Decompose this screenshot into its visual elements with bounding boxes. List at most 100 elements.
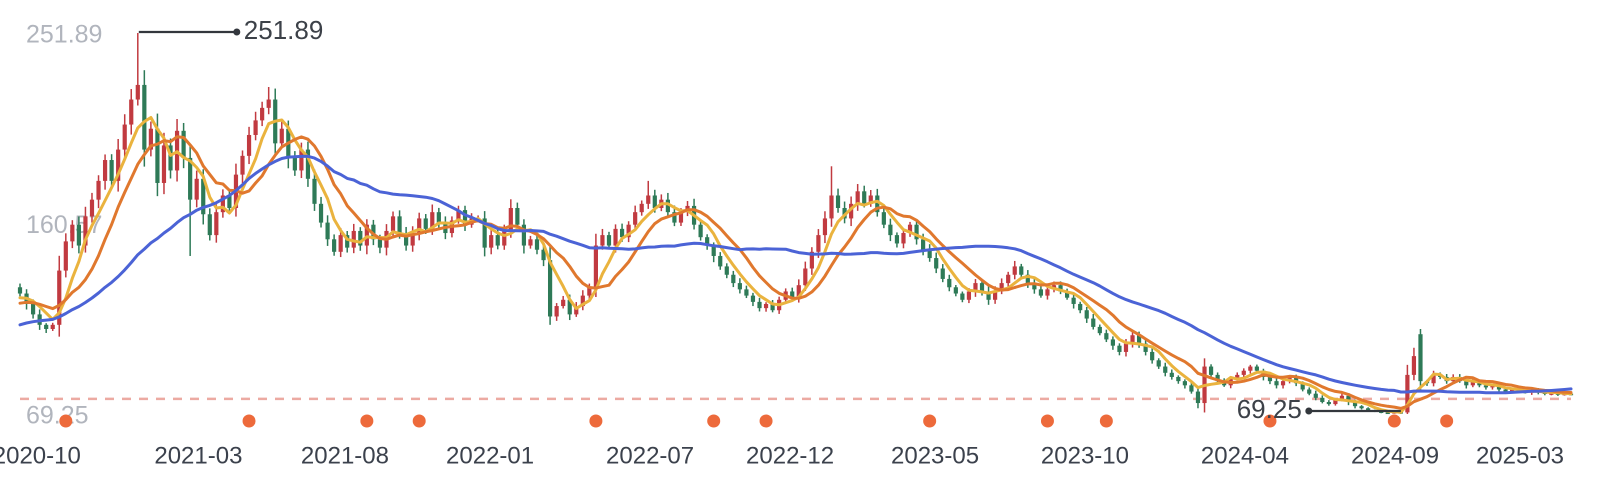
event-marker-dot[interactable]	[1440, 414, 1454, 428]
candle-body[interactable]	[1464, 381, 1469, 386]
candle-body[interactable]	[711, 245, 716, 256]
candle-body[interactable]	[528, 239, 533, 246]
candle-body[interactable]	[894, 235, 900, 244]
candle-body[interactable]	[1503, 389, 1508, 392]
candle-body[interactable]	[600, 235, 605, 246]
candle-body[interactable]	[1254, 366, 1259, 371]
candle-body[interactable]	[809, 251, 814, 269]
candle-body[interactable]	[1496, 385, 1502, 390]
candle-body[interactable]	[410, 233, 415, 246]
candle-body[interactable]	[822, 218, 828, 236]
candle-body[interactable]	[1549, 393, 1554, 395]
candle-body[interactable]	[633, 212, 638, 225]
candle-body[interactable]	[862, 191, 867, 204]
candle-body[interactable]	[849, 203, 854, 219]
candle-body[interactable]	[737, 283, 742, 290]
candle-body[interactable]	[292, 157, 297, 171]
candle-body[interactable]	[979, 283, 985, 292]
candle-body[interactable]	[868, 195, 873, 204]
candle-body[interactable]	[102, 160, 108, 181]
candle-body[interactable]	[1110, 339, 1115, 346]
candle-body[interactable]	[50, 324, 55, 329]
candle-body[interactable]	[1431, 374, 1436, 384]
candle-body[interactable]	[1339, 395, 1345, 400]
candle-body[interactable]	[724, 266, 729, 275]
candle-body[interactable]	[456, 210, 461, 221]
candle-body[interactable]	[1248, 366, 1253, 371]
candle-body[interactable]	[96, 180, 101, 200]
candle-body[interactable]	[168, 145, 173, 171]
candle-body[interactable]	[947, 278, 952, 288]
candle-body[interactable]	[1032, 283, 1037, 290]
candle-body[interactable]	[201, 178, 206, 215]
candle-body[interactable]	[1280, 381, 1286, 386]
candle-body[interactable]	[934, 258, 939, 269]
candle-body[interactable]	[521, 224, 527, 246]
candle-body[interactable]	[142, 84, 147, 150]
candle-body[interactable]	[881, 212, 886, 225]
candle-body[interactable]	[1006, 274, 1011, 284]
event-marker-dot[interactable]	[923, 414, 937, 428]
candle-body[interactable]	[835, 195, 841, 209]
candle-body[interactable]	[397, 216, 402, 234]
candle-body[interactable]	[76, 224, 81, 246]
candle-body[interactable]	[705, 237, 710, 246]
candle-body[interactable]	[960, 293, 965, 300]
candle-body[interactable]	[1405, 374, 1410, 413]
candle-body[interactable]	[1307, 389, 1312, 394]
candle-body[interactable]	[17, 287, 23, 294]
candle-body[interactable]	[606, 235, 612, 246]
candle-body[interactable]	[430, 212, 435, 229]
candle-body[interactable]	[901, 233, 906, 244]
candle-body[interactable]	[1071, 297, 1076, 304]
candle-body[interactable]	[1117, 345, 1122, 352]
event-marker-dot[interactable]	[59, 414, 73, 428]
candle-body[interactable]	[940, 268, 945, 279]
candle-body[interactable]	[567, 299, 572, 315]
candle-body[interactable]	[829, 195, 834, 219]
candle-body[interactable]	[1483, 385, 1489, 388]
candle-body[interactable]	[89, 199, 95, 217]
candle-body[interactable]	[371, 224, 376, 240]
candle-body[interactable]	[1320, 397, 1325, 403]
candle-body[interactable]	[770, 303, 775, 311]
candle-body[interactable]	[30, 303, 36, 315]
candle-body[interactable]	[1097, 326, 1102, 334]
candle-body[interactable]	[57, 270, 62, 325]
candle-body[interactable]	[109, 160, 114, 181]
candle-body[interactable]	[240, 155, 245, 175]
candle-body[interactable]	[332, 239, 337, 252]
candle-body[interactable]	[698, 224, 703, 238]
candle-body[interactable]	[855, 191, 860, 204]
candle-body[interactable]	[83, 216, 88, 246]
candle-body[interactable]	[1038, 289, 1044, 296]
candle-body[interactable]	[207, 214, 212, 236]
candle-body[interactable]	[266, 99, 271, 108]
candle-body[interactable]	[1136, 335, 1142, 344]
candle-body[interactable]	[462, 210, 468, 225]
candle-body[interactable]	[181, 130, 186, 158]
candle-body[interactable]	[763, 303, 769, 309]
candle-body[interactable]	[1084, 310, 1089, 319]
candle-body[interactable]	[1156, 360, 1161, 367]
event-marker-dot[interactable]	[360, 414, 374, 428]
candle-body[interactable]	[731, 274, 736, 284]
candle-body[interactable]	[973, 283, 978, 292]
candle-body[interactable]	[155, 128, 160, 183]
candle-body[interactable]	[1019, 266, 1024, 275]
candle-body[interactable]	[1379, 411, 1384, 413]
candle-body[interactable]	[135, 84, 140, 100]
candle-body[interactable]	[593, 245, 598, 288]
candle-body[interactable]	[423, 218, 428, 229]
candle-body[interactable]	[1182, 381, 1187, 386]
candle-body[interactable]	[515, 208, 520, 225]
candle-body[interactable]	[534, 239, 540, 250]
event-marker-dot[interactable]	[1263, 414, 1277, 428]
candle-body[interactable]	[1189, 385, 1194, 392]
candle-body[interactable]	[875, 195, 880, 213]
candle-body[interactable]	[790, 291, 795, 298]
candle-body[interactable]	[907, 224, 913, 234]
candle-body[interactable]	[246, 134, 252, 156]
candle-body[interactable]	[1208, 366, 1214, 375]
candle-body[interactable]	[489, 235, 494, 248]
